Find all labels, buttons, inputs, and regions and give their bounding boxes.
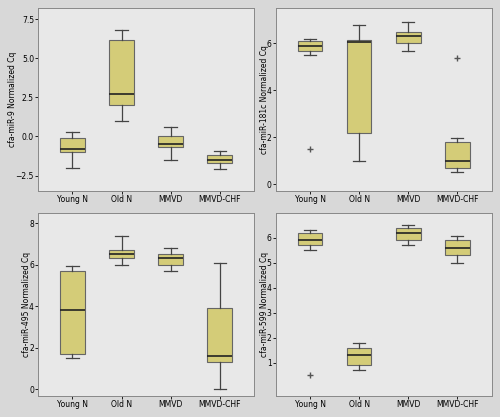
PathPatch shape xyxy=(208,308,232,362)
PathPatch shape xyxy=(110,40,134,105)
PathPatch shape xyxy=(445,142,469,168)
Y-axis label: cfa-miR-599 Normalized Cq: cfa-miR-599 Normalized Cq xyxy=(260,251,268,357)
PathPatch shape xyxy=(298,41,322,50)
PathPatch shape xyxy=(445,240,469,255)
PathPatch shape xyxy=(110,250,134,259)
PathPatch shape xyxy=(60,271,85,354)
PathPatch shape xyxy=(298,233,322,245)
Y-axis label: cfa-miR-9 Normalized Cq: cfa-miR-9 Normalized Cq xyxy=(8,52,18,148)
PathPatch shape xyxy=(347,40,372,133)
Y-axis label: cfa-miR-495 Normalized Cq: cfa-miR-495 Normalized Cq xyxy=(22,251,31,357)
PathPatch shape xyxy=(396,32,420,43)
PathPatch shape xyxy=(347,348,372,365)
PathPatch shape xyxy=(158,254,183,265)
Y-axis label: cfa-miR-181c Normalized Cq: cfa-miR-181c Normalized Cq xyxy=(260,45,268,154)
PathPatch shape xyxy=(396,228,420,240)
PathPatch shape xyxy=(60,138,85,152)
PathPatch shape xyxy=(158,136,183,148)
PathPatch shape xyxy=(208,155,232,163)
